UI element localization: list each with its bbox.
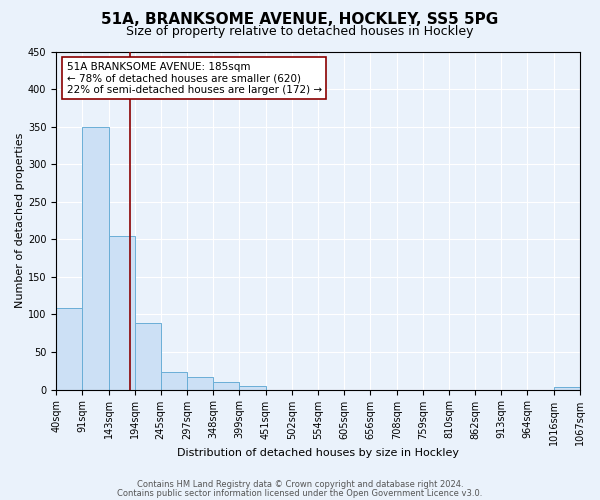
Y-axis label: Number of detached properties: Number of detached properties [15,133,25,308]
Bar [56,308,82,390]
Bar [161,372,187,390]
Bar [109,236,134,390]
Text: Size of property relative to detached houses in Hockley: Size of property relative to detached ho… [126,25,474,38]
Text: Contains public sector information licensed under the Open Government Licence v3: Contains public sector information licen… [118,488,482,498]
Text: 51A BRANKSOME AVENUE: 185sqm
← 78% of detached houses are smaller (620)
22% of s: 51A BRANKSOME AVENUE: 185sqm ← 78% of de… [67,62,322,95]
Bar [213,382,239,390]
X-axis label: Distribution of detached houses by size in Hockley: Distribution of detached houses by size … [177,448,459,458]
Bar [134,323,161,390]
Bar [187,377,213,390]
Text: Contains HM Land Registry data © Crown copyright and database right 2024.: Contains HM Land Registry data © Crown c… [137,480,463,489]
Bar [82,126,109,390]
Text: 51A, BRANKSOME AVENUE, HOCKLEY, SS5 5PG: 51A, BRANKSOME AVENUE, HOCKLEY, SS5 5PG [101,12,499,28]
Bar [239,386,266,390]
Bar [554,386,580,390]
